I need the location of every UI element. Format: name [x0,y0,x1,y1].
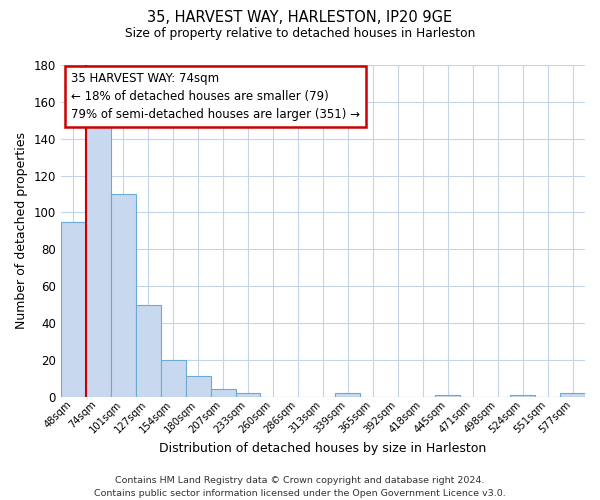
Bar [86,120,111,396]
Bar [61,222,86,396]
Bar [435,395,460,396]
Bar [236,393,260,396]
Text: Contains HM Land Registry data © Crown copyright and database right 2024.
Contai: Contains HM Land Registry data © Crown c… [94,476,506,498]
Bar [211,390,236,396]
Bar [335,393,361,396]
Text: Size of property relative to detached houses in Harleston: Size of property relative to detached ho… [125,28,475,40]
Text: 35, HARVEST WAY, HARLESTON, IP20 9GE: 35, HARVEST WAY, HARLESTON, IP20 9GE [148,10,452,25]
Bar [510,395,535,396]
Bar [560,393,585,396]
Bar [161,360,185,397]
Bar [136,304,161,396]
Bar [111,194,136,396]
Y-axis label: Number of detached properties: Number of detached properties [15,132,28,330]
X-axis label: Distribution of detached houses by size in Harleston: Distribution of detached houses by size … [159,442,487,455]
Bar [185,376,211,396]
Text: 35 HARVEST WAY: 74sqm
← 18% of detached houses are smaller (79)
79% of semi-deta: 35 HARVEST WAY: 74sqm ← 18% of detached … [71,72,360,120]
